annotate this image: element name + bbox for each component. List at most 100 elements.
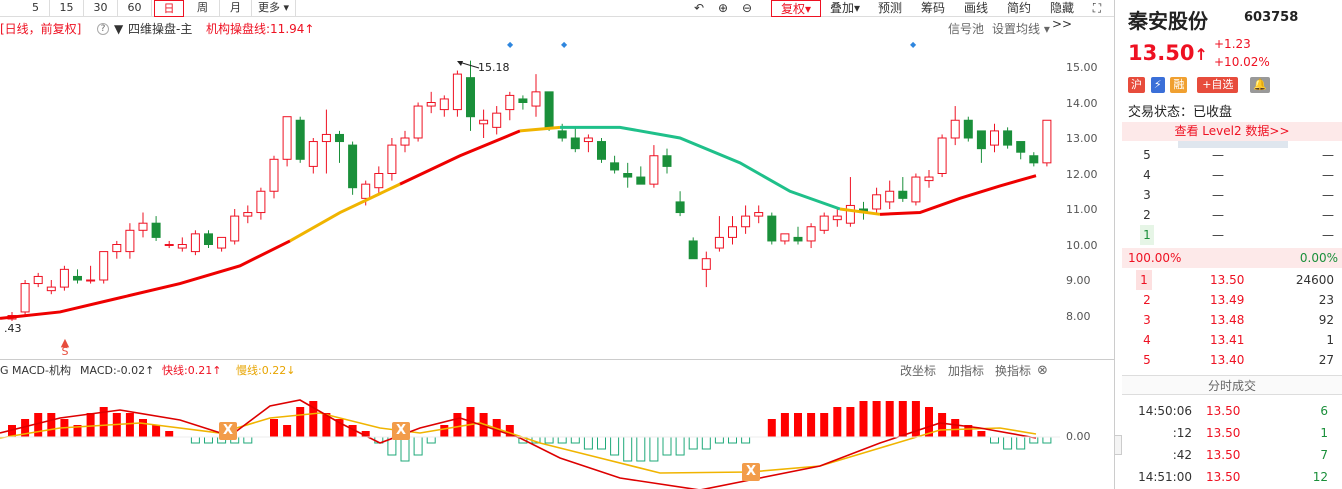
candle-body xyxy=(767,215,777,242)
tab-weekly[interactable]: 周 xyxy=(186,0,220,17)
help-icon[interactable]: ? xyxy=(97,23,109,35)
order-volume: 23 xyxy=(1318,293,1334,307)
ma-yellow-line xyxy=(519,125,561,133)
ma-line-group xyxy=(0,125,1037,320)
candle-body xyxy=(99,251,109,281)
macd-bar xyxy=(898,401,907,437)
order-book-row: 1 — — xyxy=(1122,225,1342,245)
kline-chart[interactable] xyxy=(0,18,1114,489)
zoom-in-icon[interactable]: ⊕ xyxy=(717,1,729,15)
order-price: — xyxy=(1212,168,1224,182)
macd-bar xyxy=(34,413,43,437)
macd-slow-line xyxy=(0,412,1037,474)
macd-header: G MACD-机构 MACD:-0.02↑ 快线:0.21↑ 慢线:0.22↓ … xyxy=(0,362,1060,380)
sell-signal-label: S xyxy=(61,345,69,358)
candle-body xyxy=(570,137,580,150)
order-price: — xyxy=(1212,228,1224,242)
high-arrow-icon xyxy=(457,61,480,69)
macd-bar xyxy=(322,413,331,437)
signal-diamond-icon[interactable]: ◆ xyxy=(561,40,568,49)
candle-body xyxy=(1016,141,1026,153)
sell-signal-icon[interactable]: ▲ S xyxy=(60,336,70,358)
predict-button[interactable]: 预测 xyxy=(877,1,902,15)
candle-body xyxy=(963,119,973,139)
level-label: 3 xyxy=(1143,313,1151,327)
macd-bar xyxy=(636,436,646,462)
candle-body xyxy=(505,94,515,111)
switch-indicator-button[interactable]: 换指标 xyxy=(995,364,1032,378)
tab-monthly[interactable]: 月 xyxy=(220,0,252,17)
candle-body xyxy=(492,112,502,128)
macd-bar xyxy=(833,407,842,437)
tab-daily[interactable]: 日 xyxy=(154,0,184,17)
candle-body xyxy=(924,176,934,182)
adjust-button[interactable]: 复权▾ xyxy=(771,0,821,17)
order-book-row: 1 13.50 24600 xyxy=(1122,270,1342,290)
macd-bar xyxy=(780,413,789,437)
level2-link[interactable]: 查看 Level2 数据>> xyxy=(1122,122,1342,141)
macd-bar xyxy=(165,431,174,437)
alert-bell-icon[interactable]: 🔔 xyxy=(1250,77,1270,93)
panel-divider-vertical[interactable] xyxy=(1114,0,1115,489)
candle-body xyxy=(728,226,737,238)
tab-more[interactable]: 更多 ▾ xyxy=(252,0,296,17)
candle-body xyxy=(911,176,921,203)
candle-body xyxy=(950,119,960,139)
macd-bar xyxy=(47,413,56,437)
tab-5min[interactable]: 5 xyxy=(22,0,50,17)
macd-bar xyxy=(243,436,253,444)
close-icon[interactable]: ⊗ xyxy=(1037,363,1048,378)
order-price: — xyxy=(1212,148,1224,162)
candle-body xyxy=(754,212,764,217)
up-arrow-icon: ↑ xyxy=(304,22,315,36)
ma-red-line xyxy=(0,239,291,320)
chart-mode: [日线，前复权] xyxy=(0,22,82,36)
order-price: 13.41 xyxy=(1210,333,1245,347)
change-axis-button[interactable]: 改坐标 xyxy=(900,364,937,378)
candle-body xyxy=(387,144,397,174)
add-watchlist-button[interactable]: +自选 xyxy=(1197,77,1239,93)
tick-price: 13.50 xyxy=(1206,404,1241,418)
order-book-row: 2 13.49 23 xyxy=(1122,290,1342,310)
hide-button[interactable]: 隐藏>> xyxy=(1049,1,1074,31)
undo-icon[interactable]: ↶ xyxy=(693,1,705,15)
add-indicator-button[interactable]: 加指标 xyxy=(948,364,985,378)
fullscreen-icon[interactable]: ⛶ xyxy=(1092,1,1102,15)
signal-diamond-icon[interactable]: ◆ xyxy=(910,40,917,49)
signal-pool-link[interactable]: 信号池 xyxy=(948,22,985,36)
tick-row: 14:51:00 13.50 12 xyxy=(1122,467,1342,487)
indicator-toggle[interactable]: ▼ xyxy=(114,22,124,36)
set-ma-link[interactable]: 设置均线 ▾ xyxy=(992,22,1050,36)
tick-price: 13.50 xyxy=(1206,470,1241,484)
tag-row: 沪 ⚡ 融 +自选 🔔 xyxy=(1128,77,1270,93)
candle-body xyxy=(636,176,646,185)
candle-body xyxy=(675,201,685,214)
high-price-label: 15.18 xyxy=(478,61,510,74)
tab-15min[interactable]: 15 xyxy=(50,0,84,17)
macd-bar xyxy=(728,436,737,444)
cross-marker-icon[interactable]: X xyxy=(742,463,760,481)
overlay-button[interactable]: 叠加▾ xyxy=(829,1,861,15)
panel-divider[interactable] xyxy=(0,359,1114,360)
candle-body xyxy=(46,286,56,292)
collapse-handle[interactable] xyxy=(1114,435,1122,455)
order-book-row: 5 — — xyxy=(1122,145,1342,165)
order-price: 13.49 xyxy=(1210,293,1245,307)
tab-30min[interactable]: 30 xyxy=(84,0,118,17)
macd-bar xyxy=(623,436,633,462)
cross-marker-icon[interactable]: X xyxy=(392,422,410,440)
tab-60min[interactable]: 60 xyxy=(118,0,152,17)
ma-yellow-line xyxy=(289,182,401,243)
price-tick-label: 11.00 xyxy=(1066,203,1098,216)
candle-body xyxy=(1042,119,1052,164)
zoom-out-icon[interactable]: ⊖ xyxy=(741,1,753,15)
lightning-icon[interactable]: ⚡ xyxy=(1150,77,1165,93)
simple-button[interactable]: 简约 xyxy=(1006,1,1031,15)
draw-line-button[interactable]: 画线 xyxy=(963,1,988,15)
chips-button[interactable]: 筹码 xyxy=(920,1,945,15)
candle-body xyxy=(361,183,371,199)
candle-body xyxy=(452,73,462,111)
cross-marker-icon[interactable]: X xyxy=(219,422,237,440)
candle-body xyxy=(151,222,161,238)
signal-diamond-icon[interactable]: ◆ xyxy=(507,40,514,49)
